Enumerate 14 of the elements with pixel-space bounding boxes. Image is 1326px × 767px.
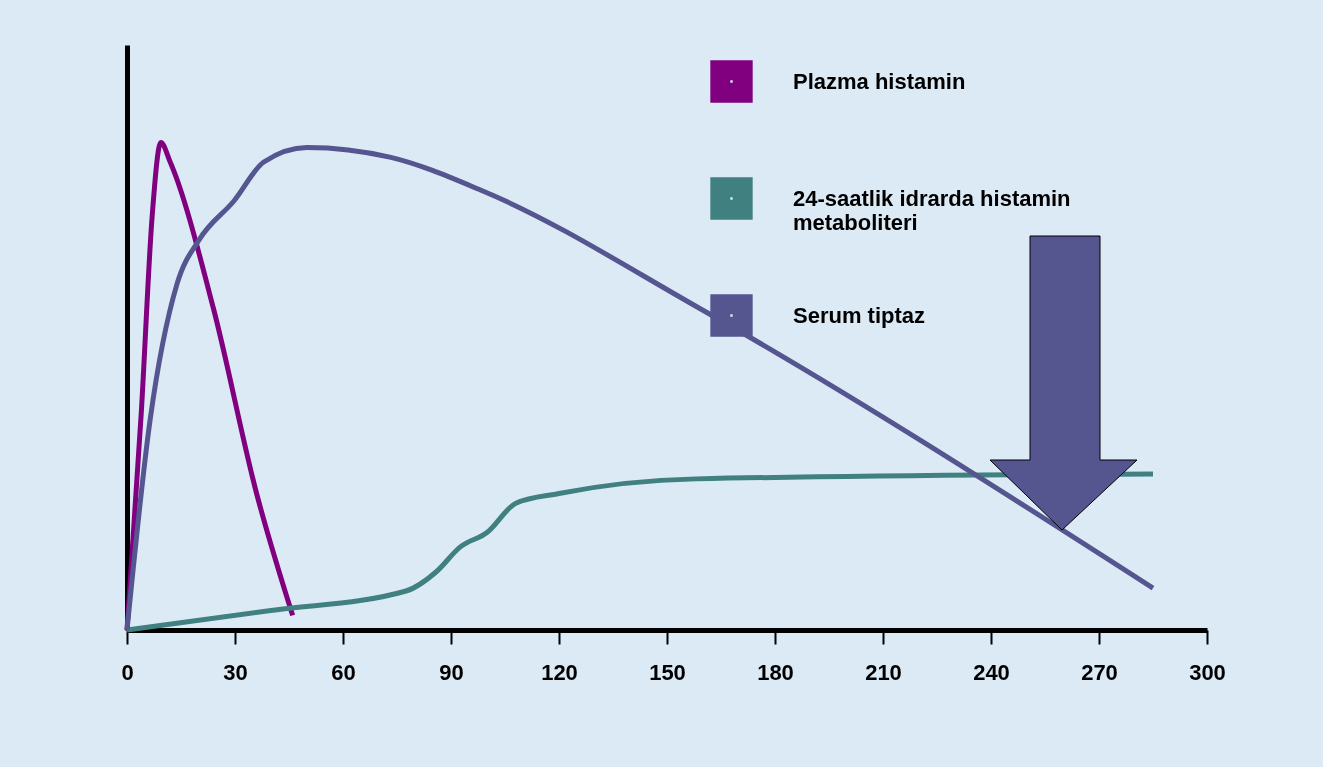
x-tick-label: 30 [223,659,248,685]
legend-label: Serum tiptaz [793,302,926,328]
x-tick-label: 300 [1189,659,1226,685]
x-tick-label: 150 [649,659,686,685]
x-tick-label: 90 [439,659,464,685]
x-tick-label: 60 [331,659,356,685]
x-tick-label: 270 [1081,659,1118,685]
x-tick-label: 210 [865,659,902,685]
x-tick-label: 240 [973,659,1010,685]
x-tick-label: 120 [541,659,578,685]
legend-label: 24-saatlik idrarda histamin metaboliteri [793,185,1071,235]
x-tick-label: 180 [757,659,794,685]
legend-label: Plazma histamin [793,68,966,94]
x-tick-label: 0 [121,659,134,685]
